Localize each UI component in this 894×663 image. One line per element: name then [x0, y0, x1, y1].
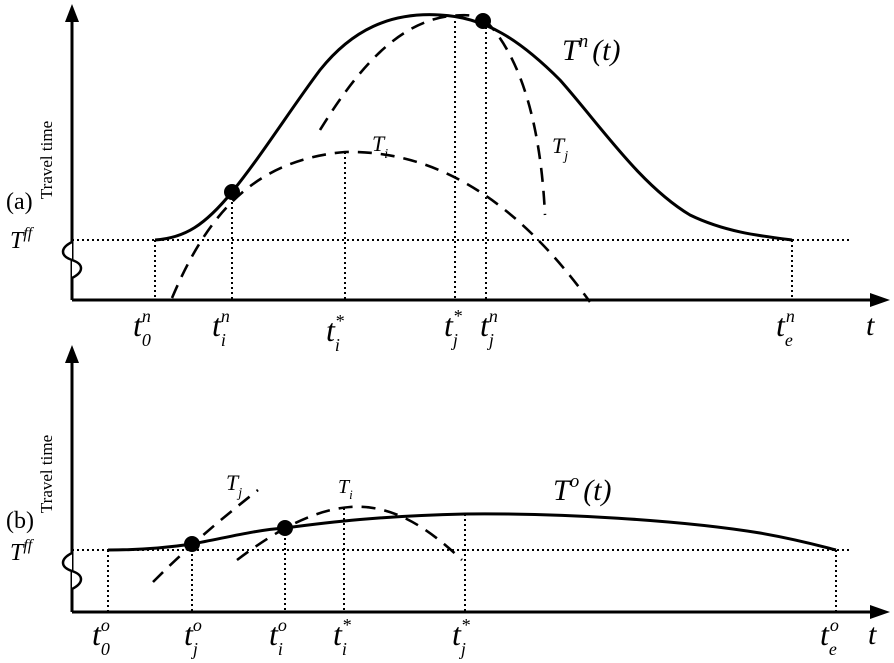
panel-a-curve-label: Tn (t) — [562, 31, 621, 67]
panel-a-dashed-ti — [170, 150, 592, 303]
panel-a-tick-tin: tin — [212, 306, 230, 350]
panel-b-ti-label: Ti — [338, 476, 353, 502]
panel-a-y-axis-label: Travel time — [37, 121, 56, 199]
panel-a-tick-tj-star: tj* — [444, 306, 462, 350]
panel-a-tick-tjn: tjn — [480, 306, 498, 350]
panel-b: Travel time (b) Tff t To (t) Tj Ti t0o tj… — [6, 345, 890, 659]
panel-b-tick-tio: tio — [269, 615, 287, 659]
panel-b-tick-ti-star: ti* — [333, 615, 351, 659]
panel-b-x-axis-var: t — [868, 618, 877, 651]
panel-a-tick-t0n: t0n — [133, 306, 151, 350]
panel-a-curve-tn — [154, 13, 793, 242]
panel-b-y-axis-arrow-icon — [65, 345, 79, 363]
panel-b-axis-break-icon — [61, 551, 83, 591]
panel-a-ti-label: Ti — [372, 131, 388, 162]
panel-a-x-axis-arrow-icon — [870, 293, 890, 307]
panel-a-tff-label: Tff — [10, 225, 35, 254]
panel-a-dashed-upper — [318, 13, 486, 131]
panel-b-label: (b) — [6, 508, 34, 534]
panel-b-tj-label: Tj — [226, 470, 242, 501]
panel-a-y-axis-arrow-icon — [65, 4, 79, 22]
panel-b-x-axis-arrow-icon — [870, 605, 890, 619]
panel-a-axis-break-icon — [61, 240, 83, 280]
panel-a-tick-ten: ten — [776, 306, 795, 350]
panel-a-tj-label: Tj — [552, 133, 568, 164]
panel-a: Travel time (a) Tff t Tn (t) Ti Tj t0n ti… — [6, 4, 890, 355]
panel-b-dashed-ti — [236, 505, 463, 562]
panel-b-tick-tj-star: tj* — [452, 615, 470, 659]
panel-a-x-axis-var: t — [866, 309, 875, 342]
panel-b-tick-teo: teo — [820, 615, 839, 659]
panel-b-tff-label: Tff — [10, 537, 35, 566]
panel-b-tick-tjo: tjo — [184, 615, 202, 659]
panel-a-tick-ti-star: ti* — [326, 311, 344, 355]
panel-b-curve-label: To (t) — [553, 471, 612, 507]
panel-b-tick-t0o: t0o — [92, 615, 110, 659]
panel-a-label: (a) — [6, 189, 33, 215]
panel-a-dashed-tj — [484, 19, 547, 216]
panel-b-curve-to — [107, 512, 837, 552]
panel-b-y-axis-label: Travel time — [37, 435, 56, 513]
panel-b-dashed-tj — [152, 488, 259, 583]
panel-a-tangency-point-j — [475, 13, 491, 29]
